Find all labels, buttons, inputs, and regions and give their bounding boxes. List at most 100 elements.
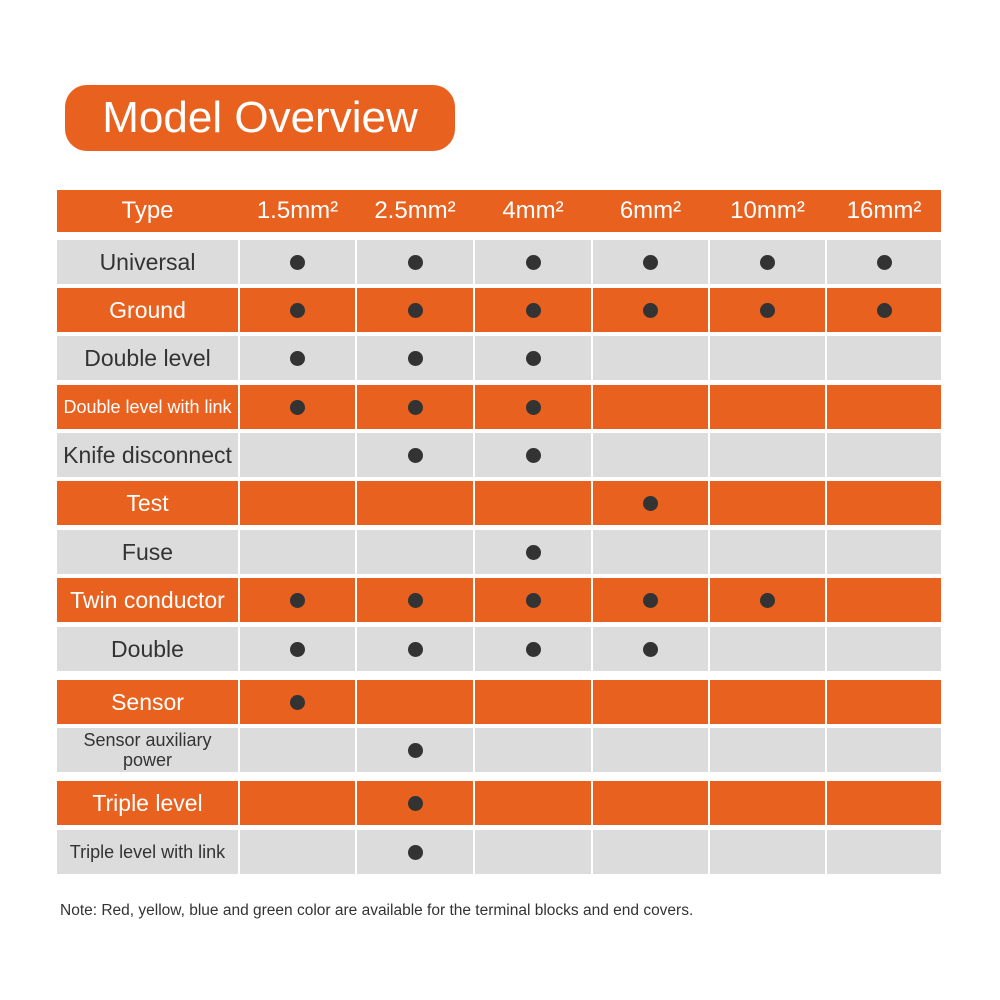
availability-dot — [643, 302, 658, 318]
column-header: 4mm² — [502, 197, 564, 224]
column-header: 2.5mm² — [374, 197, 456, 224]
table-cell — [475, 481, 591, 525]
table-cell — [710, 481, 825, 525]
availability-dot — [290, 254, 305, 270]
table-cell — [827, 728, 941, 772]
table-cell — [240, 481, 355, 525]
table-cell — [710, 288, 825, 332]
row-label: Sensor auxiliary power — [57, 728, 238, 772]
availability-dot — [290, 302, 305, 318]
availability-dot — [290, 592, 305, 608]
availability-dot — [290, 399, 305, 415]
availability-dot — [876, 254, 892, 270]
header-row — [57, 190, 941, 232]
column-header: 6mm² — [619, 197, 682, 224]
table-cell — [475, 385, 591, 429]
table-cell — [357, 627, 473, 671]
table-cell — [357, 385, 473, 429]
table-cell — [593, 728, 708, 772]
row-label: Twin conductor — [57, 578, 238, 622]
availability-dot — [290, 350, 305, 366]
availability-dot — [407, 399, 423, 415]
table-cell — [357, 728, 473, 772]
table-cell — [240, 385, 355, 429]
table-cell — [710, 627, 825, 671]
table-cell — [710, 385, 825, 429]
table-cell — [593, 288, 708, 332]
table-cell — [827, 336, 941, 380]
table-cell — [593, 781, 708, 825]
table-cell — [240, 680, 355, 724]
table-cell — [710, 728, 825, 772]
table-cell — [240, 240, 355, 284]
table-cell — [827, 830, 941, 874]
table-cell — [357, 530, 473, 574]
availability-dot — [876, 302, 892, 318]
availability-dot — [407, 742, 423, 758]
table-cell — [827, 288, 941, 332]
table-cell — [827, 240, 941, 284]
table-cell — [240, 530, 355, 574]
availability-dot — [407, 844, 423, 860]
table-cell — [240, 627, 355, 671]
table-cell — [710, 578, 825, 622]
table-cell — [475, 288, 591, 332]
table-cell — [710, 433, 825, 477]
availability-dot — [525, 447, 541, 463]
availability-dot — [643, 641, 658, 657]
availability-dot — [643, 592, 658, 608]
table-cell — [827, 481, 941, 525]
availability-dot — [407, 447, 423, 463]
table-cell — [357, 578, 473, 622]
table-cell — [475, 627, 591, 671]
table-cell — [593, 433, 708, 477]
table-cell — [240, 288, 355, 332]
table-cell — [357, 433, 473, 477]
table-cell — [475, 336, 591, 380]
table-cell — [593, 627, 708, 671]
table-cell — [593, 680, 708, 724]
column-header: Type — [121, 197, 174, 224]
table-cell — [475, 433, 591, 477]
availability-dot — [525, 254, 541, 270]
table-cell — [475, 240, 591, 284]
row-label: Universal — [57, 240, 238, 284]
availability-dot — [407, 795, 423, 811]
table-cell — [357, 240, 473, 284]
availability-dot — [760, 254, 775, 270]
table-cell — [593, 385, 708, 429]
table-cell — [475, 578, 591, 622]
table-cell — [593, 530, 708, 574]
table-cell — [240, 830, 355, 874]
availability-dot — [290, 641, 305, 657]
table-cell — [827, 385, 941, 429]
note: Note: Red, yellow, blue and green color … — [60, 902, 694, 919]
table-cell — [240, 578, 355, 622]
availability-dot — [643, 254, 658, 270]
availability-dot — [407, 350, 423, 366]
availability-dot — [525, 399, 541, 415]
availability-dot — [525, 544, 541, 560]
table-cell — [827, 680, 941, 724]
table-cell — [475, 680, 591, 724]
table-cell — [240, 336, 355, 380]
table-cell — [827, 433, 941, 477]
table-cell — [357, 830, 473, 874]
column-header: 1.5mm² — [256, 197, 339, 224]
table-cell — [357, 481, 473, 525]
table-cell — [475, 830, 591, 874]
column-header: 10mm² — [730, 197, 805, 224]
table-cell — [827, 578, 941, 622]
table-cell — [710, 530, 825, 574]
title: Model Overview — [65, 85, 455, 151]
row-label: Test — [57, 481, 238, 525]
row-label: Knife disconnect — [57, 433, 238, 477]
table-cell — [710, 830, 825, 874]
table-cell — [710, 240, 825, 284]
table-cell — [357, 680, 473, 724]
availability-dot — [407, 254, 423, 270]
row-label: Double level — [57, 336, 238, 380]
table-cell — [475, 781, 591, 825]
table-cell — [593, 830, 708, 874]
